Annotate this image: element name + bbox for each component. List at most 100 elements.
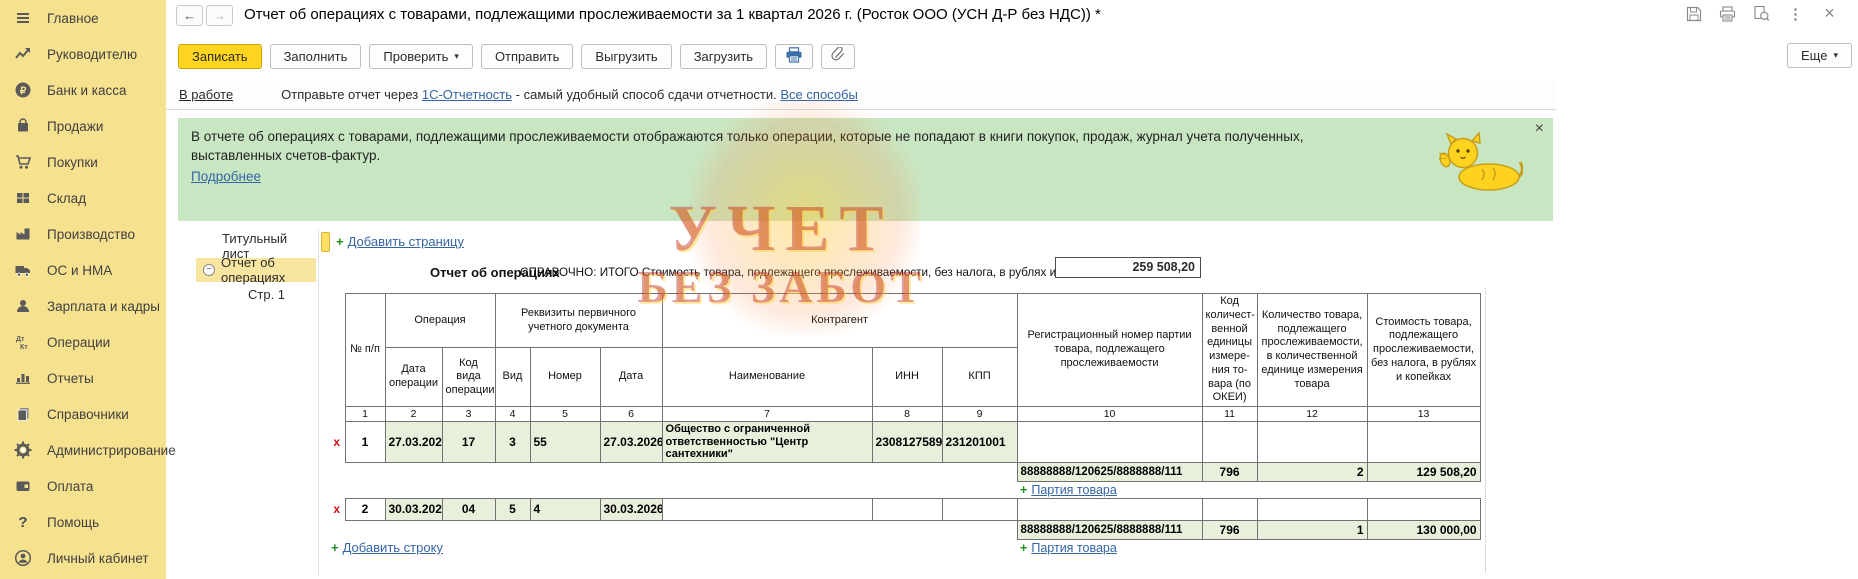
cell-quantity[interactable]: 2 xyxy=(1256,461,1368,482)
batch-row: 88888888/120625/8888888/111 796 2 129 50… xyxy=(329,461,1481,482)
col-header-cost: Стоимость товара, подлежащего прослежива… xyxy=(1366,293,1481,407)
fill-button[interactable]: Заполнить xyxy=(269,43,362,69)
cell-okei[interactable]: 796 xyxy=(1201,461,1258,482)
close-icon[interactable]: × xyxy=(1824,3,1835,23)
cell-inn[interactable] xyxy=(871,497,943,521)
cart-icon xyxy=(13,153,33,171)
total-value-field[interactable]: 259 508,20 xyxy=(1055,257,1201,278)
sidebar-item-directories[interactable]: Справочники xyxy=(0,396,166,432)
cell-kpp[interactable]: 231201001 xyxy=(941,421,1018,463)
cell-doc-num[interactable]: 4 xyxy=(529,497,601,521)
gear-icon xyxy=(13,441,33,459)
reporting-service-link[interactable]: 1С-Отчетность xyxy=(421,87,513,102)
col-header-inn: ИНН xyxy=(871,347,943,407)
sidebar-item-warehouse[interactable]: Склад xyxy=(0,180,166,216)
cell-cost[interactable]: 130 000,00 xyxy=(1366,519,1481,540)
cell-op-code[interactable]: 04 xyxy=(441,497,496,521)
col-header-quantity: Количество товара, подлежащего прослежив… xyxy=(1256,293,1368,407)
sidebar-item-label: Склад xyxy=(47,190,87,206)
main-area: ← → Отчет об операциях с товарами, подле… xyxy=(166,0,1858,579)
save-button[interactable]: Записать xyxy=(178,43,262,69)
save-icon[interactable] xyxy=(1685,5,1702,22)
more-details-link[interactable]: Подробнее xyxy=(191,168,262,184)
cell-op-code[interactable]: 17 xyxy=(441,421,496,463)
sidebar-item-payroll[interactable]: Зарплата и кадры xyxy=(0,288,166,324)
cell-op-date[interactable]: 30.03.2026 xyxy=(384,497,443,521)
status-state-link[interactable]: В работе xyxy=(179,87,234,102)
kebab-menu-icon[interactable]: ⋮ xyxy=(1788,5,1803,23)
svg-text:Кт: Кт xyxy=(20,344,28,351)
import-button-label: Загрузить xyxy=(693,48,754,64)
sidebar-item-reports[interactable]: Отчеты xyxy=(0,360,166,396)
banner-close-icon[interactable]: × xyxy=(1534,120,1544,137)
sidebar-item-account[interactable]: Личный кабинет xyxy=(0,540,166,576)
more-button[interactable]: Еще ▾ xyxy=(1787,43,1852,68)
print-icon[interactable] xyxy=(1719,5,1736,22)
cell-empty[interactable] xyxy=(1366,421,1481,463)
sidebar-item-operations[interactable]: Дт Кт Операции xyxy=(0,324,166,360)
add-page-link[interactable]: + Добавить страницу xyxy=(336,234,464,249)
cell-kpp[interactable] xyxy=(941,497,1018,521)
add-batch-link[interactable]: + Партия товара xyxy=(1017,539,1481,556)
forward-button[interactable]: → xyxy=(206,5,233,26)
cell-reg-number[interactable]: 88888888/120625/8888888/111 xyxy=(1016,519,1203,540)
menu-icon xyxy=(13,9,33,27)
cell-empty[interactable] xyxy=(1016,421,1203,463)
sidebar: Главное Руководителю ₽ Банк и касса Прод… xyxy=(0,0,176,579)
sidebar-item-bank-cash[interactable]: ₽ Банк и касса xyxy=(0,72,166,108)
all-methods-link[interactable]: Все способы xyxy=(780,87,858,102)
cell-quantity[interactable]: 1 xyxy=(1256,519,1368,540)
add-batch-link[interactable]: + Партия товара xyxy=(1017,481,1481,499)
sidebar-item-os-nma[interactable]: ОС и НМА xyxy=(0,252,166,288)
cell-empty[interactable] xyxy=(1256,497,1368,521)
sidebar-item-payment[interactable]: Оплата xyxy=(0,468,166,504)
sidebar-item-administration[interactable]: Администрирование xyxy=(0,432,176,468)
add-row-link[interactable]: + Добавить строку xyxy=(331,540,443,555)
dt-kt-icon: Дт Кт xyxy=(13,333,33,351)
sidebar-item-sales[interactable]: Продажи xyxy=(0,108,166,144)
cell-contractor-name[interactable] xyxy=(661,497,873,521)
sidebar-item-production[interactable]: Производство xyxy=(0,216,166,252)
cell-okei[interactable]: 796 xyxy=(1201,519,1258,540)
cell-op-date[interactable]: 27.03.2026 xyxy=(384,421,443,463)
cell-doc-date[interactable]: 30.03.2026 xyxy=(599,497,663,521)
add-batch-link-label: Партия товара xyxy=(1031,540,1117,555)
col-header-num: № п/п xyxy=(344,293,386,407)
page-item-title-sheet[interactable]: Титульный лист xyxy=(196,231,316,261)
sidebar-item-manager[interactable]: Руководителю xyxy=(0,36,166,72)
cell-reg-number[interactable]: 88888888/120625/8888888/111 xyxy=(1016,461,1203,482)
cell-doc-kind[interactable]: 3 xyxy=(494,421,531,463)
preview-icon[interactable] xyxy=(1753,5,1770,22)
cell-empty[interactable] xyxy=(1016,497,1203,521)
import-button[interactable]: Загрузить xyxy=(679,43,768,69)
plus-icon: + xyxy=(1020,482,1028,497)
sidebar-item-main[interactable]: Главное xyxy=(0,0,166,36)
delete-row-button[interactable]: x xyxy=(329,498,345,521)
cell-cost[interactable]: 129 508,20 xyxy=(1366,461,1481,482)
cell-empty[interactable] xyxy=(1366,497,1481,521)
attach-button[interactable] xyxy=(821,43,856,69)
sidebar-item-purchases[interactable]: Покупки xyxy=(0,144,166,180)
print-button[interactable] xyxy=(775,43,814,69)
cell-doc-num[interactable]: 55 xyxy=(529,421,601,463)
page-title: Отчет об операциях с товарами, подлежащи… xyxy=(244,6,1101,23)
page-item-page1[interactable]: Стр. 1 xyxy=(196,282,316,306)
back-button[interactable]: ← xyxy=(176,5,203,26)
table-right-separator xyxy=(1485,288,1486,573)
page-item-operations-report[interactable]: − Отчет об операциях xyxy=(196,255,316,285)
collapse-icon[interactable]: − xyxy=(203,264,215,276)
cell-empty[interactable] xyxy=(1201,497,1258,521)
cell-doc-date[interactable]: 27.03.2026 xyxy=(599,421,663,463)
sidebar-item-help[interactable]: ? Помощь xyxy=(0,504,166,540)
col-header-doc-num: Номер xyxy=(529,347,601,407)
cell-inn[interactable]: 2308127589 xyxy=(871,421,943,463)
plus-icon: + xyxy=(336,234,344,249)
check-button[interactable]: Проверить ▾ xyxy=(369,43,473,69)
cell-empty[interactable] xyxy=(1201,421,1258,463)
send-button[interactable]: Отправить xyxy=(480,43,574,69)
cell-doc-kind[interactable]: 5 xyxy=(494,497,531,521)
delete-row-button[interactable]: x xyxy=(329,421,345,463)
cell-empty[interactable] xyxy=(1256,421,1368,463)
cell-contractor-name[interactable]: Общество с ограниченной ответственностью… xyxy=(661,421,873,463)
export-button[interactable]: Выгрузить xyxy=(581,43,672,69)
